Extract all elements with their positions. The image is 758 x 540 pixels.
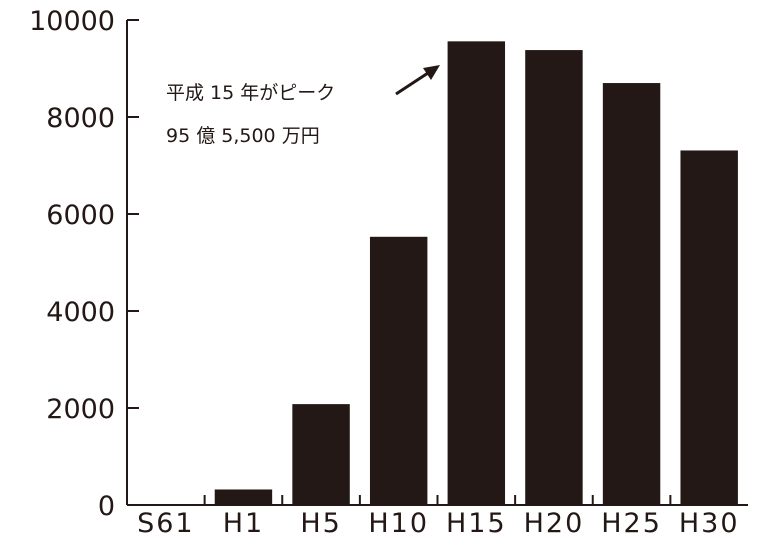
x-axis: S61 H1 H5 H10 H15 H20 H25 H30 xyxy=(127,495,748,539)
y-tick-label: 4000 xyxy=(46,297,115,328)
y-tick-label: 6000 xyxy=(46,200,115,231)
annotation-arrow xyxy=(395,65,440,96)
bar-h1 xyxy=(214,489,273,505)
bar-h20 xyxy=(525,50,583,505)
y-axis: 0 2000 4000 6000 8000 10000 xyxy=(29,6,139,522)
bar-h10 xyxy=(369,236,428,506)
annotation-line-2: 95 億 5,500 万円 xyxy=(166,125,320,147)
x-category-label: H10 xyxy=(368,508,429,539)
x-category-label: H25 xyxy=(601,508,662,539)
x-category-label: H20 xyxy=(524,508,585,539)
y-tick-label: 10000 xyxy=(29,6,115,37)
x-category-label: S61 xyxy=(137,508,195,539)
x-category-label: H15 xyxy=(446,508,507,539)
bar-h5 xyxy=(292,404,350,505)
bars-group xyxy=(214,41,738,506)
bar-h15 xyxy=(447,41,506,506)
annotation-line-1: 平成 15 年がピーク xyxy=(166,82,336,104)
y-tick-label: 8000 xyxy=(46,103,115,134)
x-category-label: H30 xyxy=(679,508,740,539)
bar-h25 xyxy=(602,83,661,506)
y-tick-label: 0 xyxy=(98,491,115,522)
bar-h30 xyxy=(680,150,738,505)
y-tick-label: 2000 xyxy=(46,394,115,425)
x-category-label: H5 xyxy=(300,508,341,539)
x-category-label: H1 xyxy=(223,508,264,539)
